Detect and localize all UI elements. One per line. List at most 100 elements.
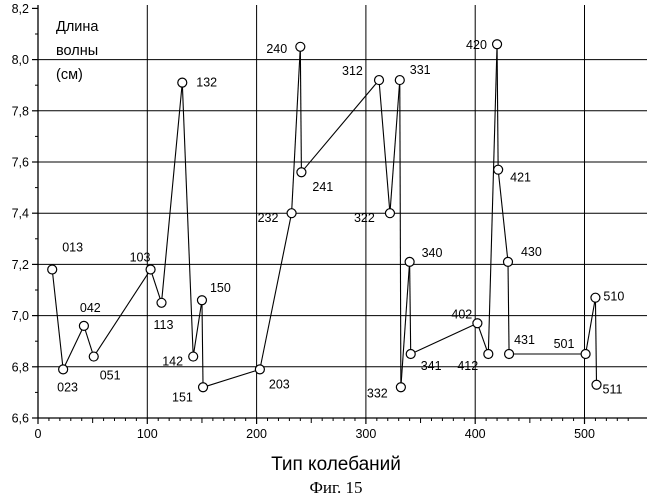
figure-caption: Фиг. 15 xyxy=(309,478,362,497)
data-point-150 xyxy=(197,296,206,305)
data-point-402 xyxy=(473,319,482,328)
point-label-150: 150 xyxy=(210,281,231,295)
data-point-511 xyxy=(592,380,601,389)
data-point-420 xyxy=(493,40,502,49)
y-axis-label-line-1: Длина xyxy=(56,19,99,35)
series-segment-113-132 xyxy=(162,87,182,298)
series-segment-132-142 xyxy=(182,87,193,352)
point-label-240: 240 xyxy=(266,42,287,56)
x-axis-label: Тип колебаний xyxy=(271,454,401,475)
data-point-331 xyxy=(395,76,404,85)
series-segment-151-203 xyxy=(207,371,255,386)
series-segment-312-322 xyxy=(379,85,389,209)
series-segment-510-511 xyxy=(595,302,596,380)
data-point-501 xyxy=(581,350,590,359)
series-segment-150-151 xyxy=(202,305,203,383)
point-label-431: 431 xyxy=(514,333,535,347)
point-label-331: 331 xyxy=(410,63,431,77)
series-segment-013-023 xyxy=(53,274,63,365)
data-point-042 xyxy=(79,321,88,330)
data-point-421 xyxy=(494,165,503,174)
data-point-510 xyxy=(591,293,600,302)
data-point-232 xyxy=(287,209,296,218)
data-point-051 xyxy=(89,352,98,361)
data-point-332 xyxy=(396,383,405,392)
series-segment-023-042 xyxy=(65,330,82,365)
point-label-023: 023 xyxy=(57,380,78,394)
point-label-103: 103 xyxy=(130,251,151,265)
y-tick-label: 6,8 xyxy=(12,360,29,374)
point-label-241: 241 xyxy=(312,180,333,194)
x-tick-label: 200 xyxy=(246,427,267,441)
y-tick-label: 7,4 xyxy=(12,207,29,221)
y-axis-label-line-2: волны xyxy=(56,43,98,59)
point-label-312: 312 xyxy=(342,64,363,78)
point-label-430: 430 xyxy=(521,245,542,259)
y-tick-label: 8,0 xyxy=(12,53,29,67)
point-label-042: 042 xyxy=(80,301,101,315)
point-label-412: 412 xyxy=(457,359,478,373)
point-label-142: 142 xyxy=(162,355,183,369)
data-point-142 xyxy=(189,352,198,361)
data-point-240 xyxy=(296,42,305,51)
y-tick-label: 7,0 xyxy=(12,309,29,323)
data-point-113 xyxy=(157,298,166,307)
data-point-431 xyxy=(505,350,514,359)
data-point-412 xyxy=(484,350,493,359)
point-labels: 0130230420511031131321421501512032322402… xyxy=(57,38,624,404)
point-label-402: 402 xyxy=(451,307,472,321)
series-segment-341-402 xyxy=(415,325,473,352)
x-tick-label: 300 xyxy=(355,427,376,441)
point-label-501: 501 xyxy=(554,337,575,351)
point-label-341: 341 xyxy=(421,359,442,373)
y-tick-label: 7,8 xyxy=(12,104,29,118)
data-point-430 xyxy=(503,257,512,266)
x-tick-label: 400 xyxy=(465,427,486,441)
x-tick-label: 100 xyxy=(137,427,158,441)
series-segment-042-051 xyxy=(85,330,92,352)
series-segment-402-412 xyxy=(479,328,487,350)
y-tick-label: 6,6 xyxy=(12,412,29,426)
point-label-151: 151 xyxy=(172,390,193,404)
y-tick-label: 8,2 xyxy=(12,2,29,16)
series-segment-420-421 xyxy=(497,49,498,165)
point-label-132: 132 xyxy=(196,76,217,90)
point-label-013: 013 xyxy=(62,241,83,255)
series-segment-412-420 xyxy=(488,49,496,350)
series-segment-142-150 xyxy=(194,305,201,352)
series-segment-103-113 xyxy=(152,274,160,299)
data-point-241 xyxy=(297,168,306,177)
point-label-232: 232 xyxy=(258,211,279,225)
series-segment-340-341 xyxy=(410,266,411,349)
series-segment-051-103 xyxy=(96,273,148,353)
point-label-340: 340 xyxy=(422,246,443,260)
data-point-322 xyxy=(385,209,394,218)
series-segment-501-510 xyxy=(586,302,594,349)
data-point-312 xyxy=(375,76,384,85)
series-segment-241-312 xyxy=(304,84,376,169)
data-point-203 xyxy=(255,365,264,374)
data-point-013 xyxy=(48,265,57,274)
data-point-151 xyxy=(199,383,208,392)
series-segment-240-241 xyxy=(300,51,301,167)
point-label-203: 203 xyxy=(269,377,290,391)
point-label-332: 332 xyxy=(367,386,388,400)
series-segment-332-340 xyxy=(401,266,409,382)
data-point-023 xyxy=(59,365,68,374)
point-label-051: 051 xyxy=(100,369,121,383)
data-point-132 xyxy=(178,78,187,87)
x-tick-label: 0 xyxy=(35,427,42,441)
series-segment-203-232 xyxy=(261,218,291,365)
point-label-322: 322 xyxy=(354,211,375,225)
y-axis-label-line-3: (см) xyxy=(56,67,83,83)
series-segment-421-430 xyxy=(499,174,508,257)
point-label-421: 421 xyxy=(510,171,531,185)
point-label-510: 510 xyxy=(603,290,624,304)
series-segment-232-240 xyxy=(292,51,300,208)
point-label-511: 511 xyxy=(603,383,623,397)
series-segment-322-331 xyxy=(390,85,399,209)
data-point-340 xyxy=(405,257,414,266)
data-point-103 xyxy=(146,265,155,274)
y-tick-label: 7,2 xyxy=(12,258,29,272)
